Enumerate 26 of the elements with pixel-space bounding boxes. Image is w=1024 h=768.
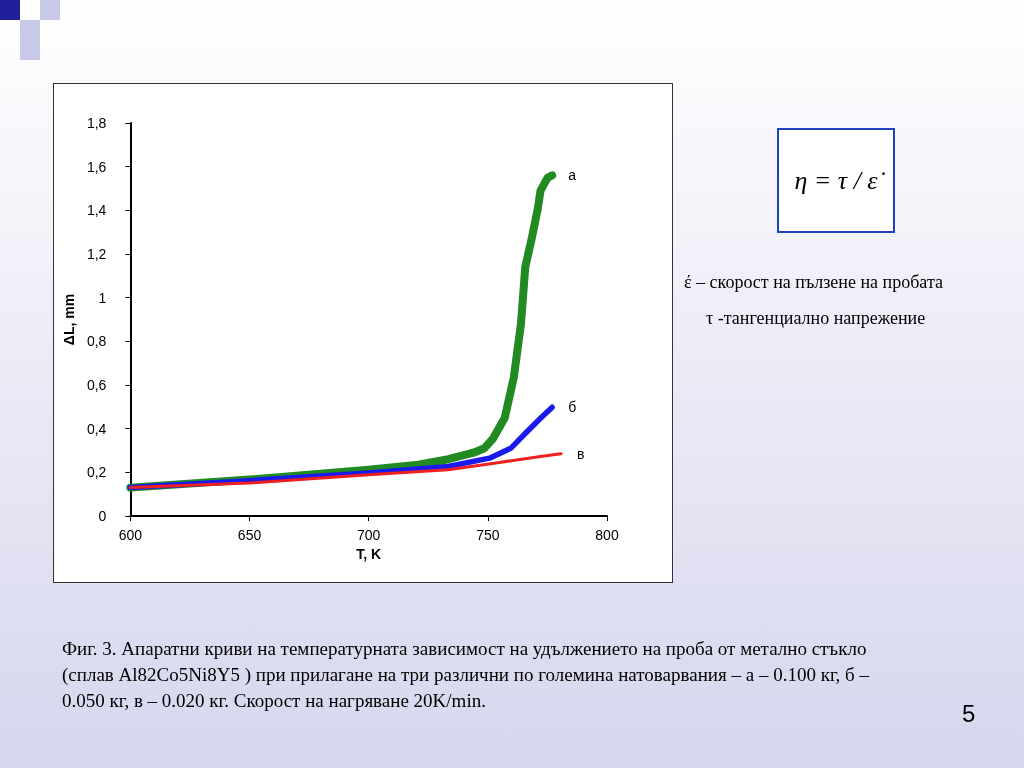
text: Фиг. 3. Апаратни криви на температурната зависимост на удължението на проба от метално стъкло (сплав Al82Co5Ni8Y5 ) при прилагане на три различни по големина натоварвания – а – 0.100 кг, б – 0.050 кг, в – 0.020 кг. Скорост на нагряване 20K/min. — [62, 637, 870, 713]
text: 5 — [962, 700, 976, 728]
y-tick-label: 0,4 — [86, 420, 107, 437]
x-tick-label: 750 — [476, 527, 500, 543]
series-label: в — [577, 445, 585, 462]
y-tick-label: 1,4 — [86, 202, 107, 219]
x-tick-label: 800 — [595, 527, 619, 543]
x-tick-label: 700 — [357, 527, 381, 543]
y-tick-label: 0,8 — [86, 333, 107, 350]
y-tick-label: 1,6 — [86, 158, 107, 175]
y-tick-label: 0,6 — [86, 377, 107, 393]
y-axis-title: ΔL, mm — [61, 293, 77, 346]
series-label: б — [568, 399, 577, 416]
y-tick-label: 0 — [98, 508, 107, 524]
text: έ – скорост на пълзене на пробата — [684, 272, 943, 293]
y-tick-label: 0,2 — [86, 464, 107, 481]
y-tick-label: 1 — [98, 289, 107, 306]
x-axis-title: T, K — [356, 545, 382, 562]
text: η = τ / ε̇ — [777, 128, 895, 233]
x-tick-label: 600 — [118, 527, 143, 543]
y-tick-label: 1,8 — [86, 115, 107, 131]
line-series — [128, 452, 563, 490]
text: τ -тангенциално напрежение — [706, 308, 926, 329]
series-label: а — [568, 167, 577, 184]
y-tick-label: 1,2 — [86, 246, 107, 262]
x-tick-label: 650 — [237, 527, 262, 543]
